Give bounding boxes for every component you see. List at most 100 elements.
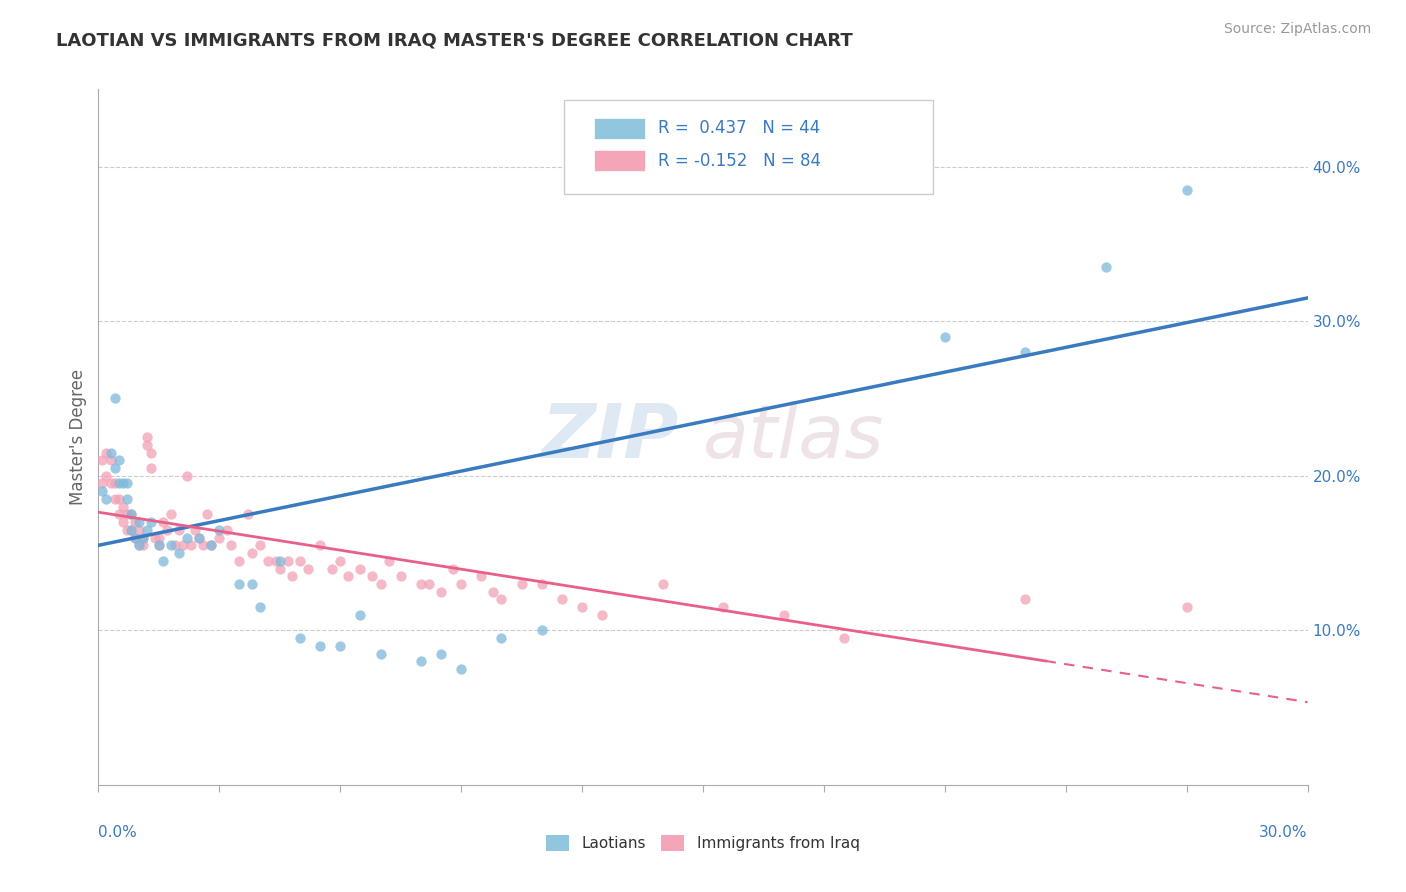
Point <box>111 500 134 514</box>
Text: 0.0%: 0.0% <box>98 825 138 840</box>
Point <box>297 561 319 575</box>
Point <box>510 577 533 591</box>
Point <box>124 515 146 529</box>
Point <box>409 654 432 668</box>
Point <box>135 523 157 537</box>
Point <box>132 531 155 545</box>
Point <box>111 476 134 491</box>
Point <box>167 546 190 560</box>
Point <box>491 631 513 645</box>
Text: R =  0.437   N = 44: R = 0.437 N = 44 <box>658 120 821 137</box>
Point <box>107 491 129 506</box>
Point <box>217 523 239 537</box>
Point <box>329 554 352 568</box>
Text: atlas: atlas <box>703 401 884 473</box>
Point <box>389 569 412 583</box>
Point <box>188 531 211 545</box>
Point <box>160 538 183 552</box>
Point <box>143 531 166 545</box>
Point <box>482 584 505 599</box>
Point <box>200 538 222 552</box>
Point <box>152 554 174 568</box>
Point <box>240 546 263 560</box>
Point <box>1095 260 1118 274</box>
Point <box>96 445 118 459</box>
FancyBboxPatch shape <box>595 151 645 171</box>
Point <box>208 523 231 537</box>
Point <box>132 538 155 552</box>
Point <box>148 538 170 552</box>
Point <box>91 476 114 491</box>
Point <box>571 600 593 615</box>
FancyBboxPatch shape <box>564 100 932 194</box>
Point <box>1014 592 1036 607</box>
Point <box>221 538 243 552</box>
Point <box>193 538 215 552</box>
Text: R = -0.152   N = 84: R = -0.152 N = 84 <box>658 152 821 169</box>
Point <box>100 453 122 467</box>
Point <box>128 538 150 552</box>
Point <box>208 531 231 545</box>
Point <box>772 607 794 622</box>
Point <box>530 624 553 638</box>
Point <box>228 554 250 568</box>
Text: Source: ZipAtlas.com: Source: ZipAtlas.com <box>1223 22 1371 37</box>
Point <box>430 647 453 661</box>
Point <box>128 538 150 552</box>
Point <box>100 476 122 491</box>
Point <box>200 538 222 552</box>
Point <box>128 515 150 529</box>
Point <box>103 461 125 475</box>
Point <box>470 569 492 583</box>
Point <box>450 577 472 591</box>
Text: 30.0%: 30.0% <box>1260 825 1308 840</box>
Point <box>139 445 162 459</box>
Point <box>91 484 114 499</box>
Point <box>249 600 271 615</box>
Point <box>249 538 271 552</box>
Point <box>264 554 287 568</box>
Point <box>160 508 183 522</box>
Point <box>418 577 440 591</box>
Text: LAOTIAN VS IMMIGRANTS FROM IRAQ MASTER'S DEGREE CORRELATION CHART: LAOTIAN VS IMMIGRANTS FROM IRAQ MASTER'S… <box>56 31 853 49</box>
Point <box>156 523 179 537</box>
Point <box>152 515 174 529</box>
Point <box>309 639 332 653</box>
Point <box>148 538 170 552</box>
Point <box>184 523 207 537</box>
Point <box>377 554 399 568</box>
Y-axis label: Master's Degree: Master's Degree <box>69 369 87 505</box>
Point <box>115 491 138 506</box>
Point <box>430 584 453 599</box>
Point <box>176 531 198 545</box>
Point <box>711 600 734 615</box>
Point <box>236 508 259 522</box>
Point <box>103 476 125 491</box>
Point <box>100 445 122 459</box>
Point <box>1175 600 1198 615</box>
FancyBboxPatch shape <box>595 118 645 138</box>
Point <box>450 662 472 676</box>
Point <box>530 577 553 591</box>
Point <box>277 554 299 568</box>
Point <box>651 577 673 591</box>
Point <box>1175 183 1198 197</box>
Point <box>370 577 392 591</box>
Point <box>176 468 198 483</box>
Point <box>188 531 211 545</box>
Point <box>309 538 332 552</box>
Point <box>269 554 291 568</box>
Point <box>115 476 138 491</box>
Point <box>111 515 134 529</box>
Point <box>107 508 129 522</box>
Point <box>124 531 146 545</box>
Point <box>288 631 311 645</box>
Point <box>107 453 129 467</box>
Point <box>349 607 371 622</box>
Point <box>832 631 855 645</box>
Point <box>591 607 613 622</box>
Point <box>96 468 118 483</box>
Point <box>135 438 157 452</box>
Point <box>288 554 311 568</box>
Point <box>132 531 155 545</box>
